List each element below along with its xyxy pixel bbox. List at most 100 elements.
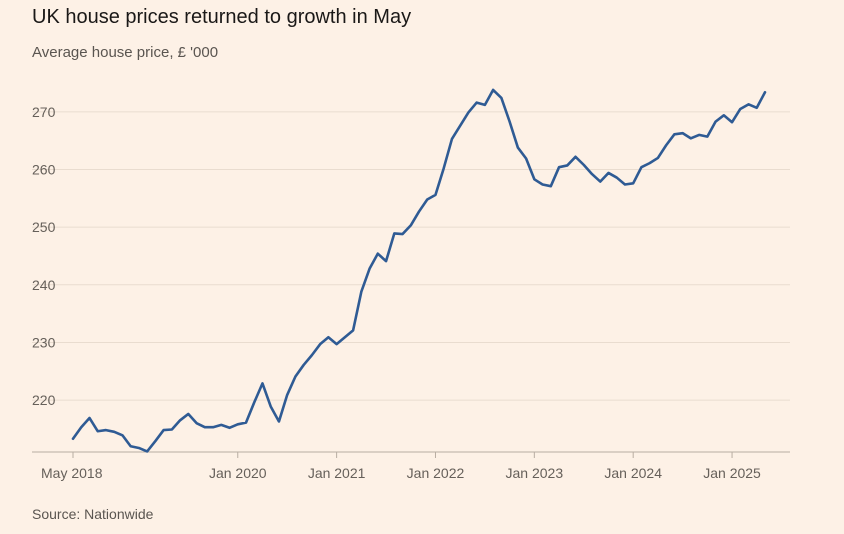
data-point	[351, 328, 355, 332]
data-point	[689, 136, 693, 140]
x-tick-label: Jan 2025	[703, 465, 761, 481]
data-point	[260, 381, 264, 385]
chart-title: UK house prices returned to growth in Ma…	[32, 6, 412, 28]
gridlines	[32, 111, 790, 401]
data-point	[326, 335, 330, 339]
data-point	[466, 110, 470, 114]
chart-subtitle: Average house price, £ '000	[32, 44, 219, 61]
data-point	[310, 353, 314, 357]
data-point	[458, 124, 462, 128]
data-point	[104, 428, 108, 432]
data-point	[228, 426, 232, 430]
data-point	[574, 155, 578, 159]
data-point	[606, 171, 610, 175]
data-point	[499, 96, 503, 100]
data-point	[203, 425, 207, 429]
data-point	[516, 146, 520, 150]
y-tick-label: 260	[32, 161, 56, 177]
data-point	[384, 259, 388, 263]
data-point	[582, 163, 586, 167]
data-point	[565, 163, 569, 167]
data-point	[623, 182, 627, 186]
data-point	[417, 210, 421, 214]
data-point	[557, 165, 561, 169]
data-point	[697, 133, 701, 137]
data-point	[302, 363, 306, 367]
x-tick-label: Jan 2020	[209, 465, 267, 481]
data-point	[392, 231, 396, 235]
data-point	[631, 181, 635, 185]
data-point	[359, 290, 363, 294]
y-tick-label: 220	[32, 392, 56, 408]
data-point	[656, 156, 660, 160]
data-point	[195, 421, 199, 425]
data-point	[491, 88, 495, 92]
data-point	[664, 143, 668, 147]
data-point	[219, 423, 223, 427]
data-point	[508, 120, 512, 124]
data-point	[285, 393, 289, 397]
data-point	[186, 412, 190, 416]
data-point	[153, 439, 157, 443]
data-point	[755, 106, 759, 110]
y-tick-label: 270	[32, 104, 56, 120]
data-point	[120, 433, 124, 437]
x-tick-label: Jan 2022	[407, 465, 465, 481]
data-point	[549, 184, 553, 188]
data-point	[343, 335, 347, 339]
data-point	[409, 223, 413, 227]
data-point	[738, 107, 742, 111]
data-point	[524, 157, 528, 161]
data-point	[615, 176, 619, 180]
data-point	[532, 177, 536, 181]
data-point	[672, 132, 676, 136]
data-point	[129, 444, 133, 448]
x-tick-label: Jan 2024	[604, 465, 662, 481]
data-point	[401, 232, 405, 236]
x-tick-label: Jan 2023	[506, 465, 564, 481]
data-point	[96, 429, 100, 433]
data-point	[79, 425, 83, 429]
y-axis: 220 230 240 250 260 270	[32, 104, 56, 408]
data-point	[639, 165, 643, 169]
data-point	[763, 90, 767, 94]
data-point	[433, 193, 437, 197]
data-point	[335, 342, 339, 346]
data-points	[71, 88, 767, 454]
x-axis: May 2018 Jan 2020 Jan 2021 Jan 2022 Jan 2023…	[41, 452, 761, 481]
x-tick-label: Jan 2021	[308, 465, 366, 481]
x-tick-label: May 2018	[41, 465, 103, 481]
data-point	[705, 135, 709, 139]
data-point	[541, 182, 545, 186]
data-point	[442, 166, 446, 170]
data-point	[648, 161, 652, 165]
y-tick-label: 240	[32, 277, 56, 293]
data-point	[730, 120, 734, 124]
data-point	[137, 446, 141, 450]
data-point	[681, 131, 685, 135]
data-point	[162, 428, 166, 432]
data-point	[178, 418, 182, 422]
data-point	[244, 421, 248, 425]
data-point	[450, 137, 454, 141]
data-point	[170, 428, 174, 432]
data-point	[747, 102, 751, 106]
data-point	[112, 430, 116, 434]
data-point	[368, 267, 372, 271]
data-point	[483, 103, 487, 107]
data-point	[145, 449, 149, 453]
data-point	[475, 101, 479, 105]
data-point	[598, 180, 602, 184]
y-tick-label: 250	[32, 219, 56, 235]
data-point	[71, 437, 75, 441]
chart-source: Source: Nationwide	[32, 506, 154, 522]
data-point	[293, 374, 297, 378]
data-point	[87, 416, 91, 420]
data-point	[714, 120, 718, 124]
data-point	[269, 404, 273, 408]
data-point	[277, 419, 281, 423]
data-point	[318, 342, 322, 346]
data-point	[590, 172, 594, 176]
